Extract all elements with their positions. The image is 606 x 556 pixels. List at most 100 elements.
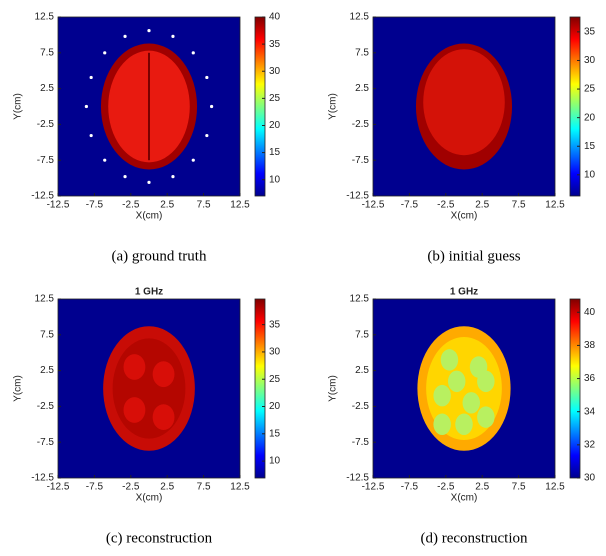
- blob: [153, 404, 175, 430]
- x-tick-label: 7.5: [197, 482, 211, 493]
- x-tick-label: -7.5: [401, 482, 419, 493]
- colorbar: [570, 17, 580, 196]
- y-axis-label: Y(cm): [13, 375, 24, 402]
- y-tick-label: -7.5: [37, 155, 55, 166]
- y-tick-label: 12.5: [35, 12, 55, 23]
- colorbar-tick-label: 30: [269, 347, 281, 358]
- y-tick-label: 7.5: [40, 329, 54, 340]
- y-tick-label: 12.5: [350, 12, 370, 23]
- colorbar-tick-label: 40: [584, 307, 596, 318]
- sensor: [103, 51, 106, 54]
- colorbar-tick-label: 20: [269, 401, 281, 412]
- y-tick-label: 12.5: [350, 294, 370, 305]
- blob: [124, 397, 146, 423]
- colorbar-tick-label: 20: [584, 112, 596, 123]
- colorbar-tick-label: 40: [269, 12, 281, 23]
- sensor: [192, 159, 195, 162]
- colorbar-tick-label: 35: [584, 27, 596, 38]
- x-tick-label: 7.5: [512, 482, 526, 493]
- figure: -12.5 -7.5 -2.5 2.5 7.5 12.5 -12.5 -7.5 -2.5 2.5 7…: [0, 0, 606, 551]
- panel-title: 1 GHz: [135, 287, 163, 298]
- y-tick-label: -2.5: [352, 401, 370, 412]
- colorbar-tick-label: 35: [269, 319, 281, 330]
- y-tick-label: 7.5: [40, 47, 54, 58]
- colorbar-tick-label: 25: [269, 374, 281, 385]
- sensor: [192, 51, 195, 54]
- sensor: [123, 175, 126, 178]
- colorbar-tick-label: 30: [269, 66, 281, 77]
- y-tick-label: -7.5: [352, 155, 370, 166]
- y-tick-label: -12.5: [31, 473, 54, 484]
- x-tick-label: 2.5: [475, 200, 489, 211]
- y-tick-label: 2.5: [355, 365, 369, 376]
- y-tick-label: -12.5: [346, 191, 369, 202]
- y-tick-label: 2.5: [355, 83, 369, 94]
- x-tick-label: 7.5: [512, 200, 526, 211]
- sensor: [85, 105, 88, 108]
- y-tick-label: -7.5: [352, 437, 370, 448]
- panel-title: 1 GHz: [450, 287, 478, 298]
- colorbar: [255, 299, 265, 478]
- x-tick-label: 12.5: [545, 200, 565, 211]
- sensor: [123, 35, 126, 38]
- blob: [433, 385, 450, 406]
- caption: (a) ground truth: [112, 248, 207, 264]
- x-tick-label: -7.5: [86, 482, 104, 493]
- x-tick-label: 12.5: [230, 482, 250, 493]
- x-tick-label: 7.5: [197, 200, 211, 211]
- page: -12.5 -7.5 -2.5 2.5 7.5 12.5 -12.5 -7.5 -2.5 2.5 7…: [0, 0, 606, 551]
- colorbar-tick-label: 38: [584, 340, 596, 351]
- sensor: [171, 35, 174, 38]
- y-tick-label: -12.5: [31, 191, 54, 202]
- x-tick-label: 12.5: [230, 200, 250, 211]
- caption: (c) reconstruction: [106, 530, 213, 546]
- colorbar-tick-label: 15: [269, 147, 281, 158]
- caption: (d) reconstruction: [420, 530, 528, 546]
- x-tick-label: 2.5: [475, 482, 489, 493]
- x-axis-label: X(cm): [451, 211, 478, 222]
- colorbar-tick-label: 10: [584, 169, 596, 180]
- x-axis-label: X(cm): [136, 211, 163, 222]
- sensor: [205, 76, 208, 79]
- colorbar: [570, 299, 580, 478]
- colorbar-tick-label: 25: [584, 84, 596, 95]
- x-tick-label: -7.5: [401, 200, 419, 211]
- y-tick-label: 7.5: [355, 329, 369, 340]
- blob: [153, 361, 175, 387]
- colorbar-tick-label: 20: [269, 120, 281, 131]
- x-axis-label: X(cm): [136, 493, 163, 504]
- colorbar-tick-label: 15: [584, 141, 596, 152]
- colorbar-tick-label: 10: [269, 456, 281, 467]
- colorbar-tick-label: 32: [584, 439, 596, 450]
- colorbar-tick-label: 25: [269, 93, 281, 104]
- y-tick-label: 2.5: [40, 83, 54, 94]
- blob: [124, 354, 146, 380]
- x-tick-label: 2.5: [160, 482, 174, 493]
- x-tick-label: -2.5: [122, 482, 140, 493]
- head-region: [423, 49, 505, 155]
- x-tick-label: -2.5: [122, 200, 140, 211]
- y-tick-label: 7.5: [355, 47, 369, 58]
- y-tick-label: -2.5: [352, 119, 370, 130]
- x-tick-label: -2.5: [437, 482, 455, 493]
- y-tick-label: -2.5: [37, 401, 55, 412]
- y-tick-label: -12.5: [346, 473, 369, 484]
- y-axis-label: Y(cm): [328, 93, 339, 120]
- colorbar-tick-label: 10: [269, 174, 281, 185]
- sensor: [90, 134, 93, 137]
- x-tick-label: 2.5: [160, 200, 174, 211]
- colorbar-tick-label: 36: [584, 373, 596, 384]
- blob: [463, 392, 480, 413]
- y-tick-label: 12.5: [35, 294, 55, 305]
- blob: [433, 414, 450, 435]
- y-tick-label: 2.5: [40, 365, 54, 376]
- blob: [448, 371, 465, 392]
- colorbar-tick-label: 30: [584, 55, 596, 66]
- sensor: [210, 105, 213, 108]
- x-tick-label: 12.5: [545, 482, 565, 493]
- sensor: [147, 181, 150, 184]
- colorbar-tick-label: 15: [269, 428, 281, 439]
- blob: [477, 406, 494, 427]
- y-tick-label: -2.5: [37, 119, 55, 130]
- blob: [441, 349, 458, 370]
